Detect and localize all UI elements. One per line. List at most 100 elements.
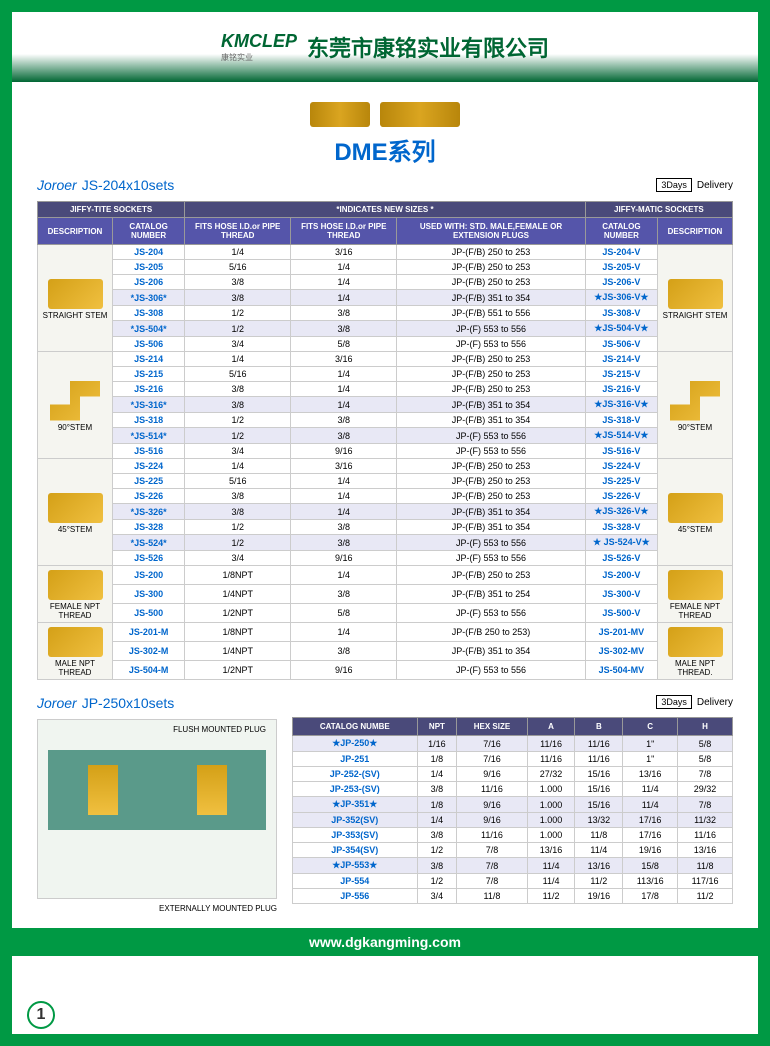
- cell: JS-205-V: [585, 260, 657, 275]
- cell: JS-328: [113, 520, 185, 535]
- cell: 3/4: [417, 889, 457, 904]
- th-used: USED WITH: STD. MALE,FEMALE OR EXTENSION…: [397, 218, 586, 245]
- cell: JS-204-V: [585, 245, 657, 260]
- cell: 9/16: [457, 767, 527, 782]
- table-row: JS-2063/81/4JP-(F/B) 250 to 253JS-206-V: [38, 275, 733, 290]
- cell: 1/8NPT: [185, 623, 291, 642]
- section1-header: Joroer JS-204x10sets 3Days Delivery: [37, 177, 733, 193]
- cell: 3/8: [291, 413, 397, 428]
- cell: 1.000: [527, 828, 575, 843]
- table-row: FEMALE NPT THREADJS-2001/8NPT1/4JP-(F/B)…: [38, 566, 733, 585]
- cell: JP-354(SV): [293, 843, 418, 858]
- cell: JS-226: [113, 489, 185, 504]
- cell: 3/4: [185, 551, 291, 566]
- title-area: DME系列: [37, 102, 733, 167]
- th-jiffy-tite: JIFFY-TITE SOCKETS: [38, 202, 185, 218]
- table-row: JS-5163/49/16JP-(F) 553 to 556JS-516-V: [38, 444, 733, 459]
- content-area: DME系列 Joroer JS-204x10sets 3Days Deliver…: [12, 82, 758, 928]
- series-title: DME系列: [37, 132, 733, 167]
- cell: 19/16: [623, 843, 678, 858]
- cell: JS-318-V: [585, 413, 657, 428]
- cell: *JS-524*: [113, 535, 185, 551]
- cell: JP-(F/B) 250 to 253: [397, 245, 586, 260]
- cell: 11/32: [678, 813, 733, 828]
- delivery-days-badge-2: 3Days: [656, 695, 692, 709]
- cell: 15/16: [575, 782, 623, 797]
- cell: JP-(F/B) 250 to 253: [397, 489, 586, 504]
- cell: ★JS-326-V★: [585, 504, 657, 520]
- th-catnum: CATALOG NUMBER: [113, 218, 185, 245]
- cell: JP-(F/B) 351 to 354: [397, 520, 586, 535]
- cell: 1/2: [417, 874, 457, 889]
- cell: JS-204: [113, 245, 185, 260]
- cell: 3/4: [185, 337, 291, 352]
- cell: 3/16: [291, 352, 397, 367]
- table-row: JP-2511/87/1611/1611/161"5/8: [293, 752, 733, 767]
- logo-block: KMCLEP 康铭实业: [221, 31, 297, 63]
- cell: 1/8: [417, 797, 457, 813]
- cell: JP-556: [293, 889, 418, 904]
- table-row: *JS-514*1/23/8JP-(F) 553 to 556★JS-514-V…: [38, 428, 733, 444]
- fitting-icon: [668, 627, 723, 657]
- cell: JS-500-V: [585, 604, 657, 623]
- table-row: JS-5001/2NPT5/8JP-(F) 553 to 556JS-500-V: [38, 604, 733, 623]
- cell: 3/8: [291, 428, 397, 444]
- cell: 1/4: [291, 504, 397, 520]
- table-row: JS-504-M1/2NPT9/16JP-(F) 553 to 556JS-50…: [38, 661, 733, 680]
- cell: 11/16: [457, 782, 527, 797]
- cell: 7/8: [678, 767, 733, 782]
- cell: 1/2: [417, 843, 457, 858]
- table-row: JP-5541/27/811/411/2113/16117/16: [293, 874, 733, 889]
- table-row: STRAIGHT STEMJS-2041/43/16JP-(F/B) 250 t…: [38, 245, 733, 260]
- cell: JS-201-MV: [585, 623, 657, 642]
- th: HEX SIZE: [457, 718, 527, 736]
- cell: 19/16: [575, 889, 623, 904]
- fitting-icon: [668, 279, 723, 309]
- cell: 11/16: [527, 736, 575, 752]
- cell: 1": [623, 752, 678, 767]
- cell: 11/16: [457, 828, 527, 843]
- table-row: *JS-326*3/81/4JP-(F/B) 351 to 354★JS-326…: [38, 504, 733, 520]
- th-jiffy-matic: JIFFY-MATIC SOCKETS: [585, 202, 732, 218]
- fitting-icon: [48, 570, 103, 600]
- cell: JP-(F/B) 351 to 354: [397, 290, 586, 306]
- cell: JP-(F) 553 to 556: [397, 428, 586, 444]
- cell: 9/16: [457, 797, 527, 813]
- cell: 3/8: [185, 290, 291, 306]
- cell: 11/4: [527, 858, 575, 874]
- cell: JS-200-V: [585, 566, 657, 585]
- plug-shape-2: [197, 765, 227, 815]
- cell: JS-318: [113, 413, 185, 428]
- plug-diagram: FLUSH MOUNTED PLUG: [37, 719, 277, 899]
- cell: JS-328-V: [585, 520, 657, 535]
- cell: 3/8: [291, 306, 397, 321]
- footer-url: www.dgkangming.com: [309, 934, 461, 950]
- cell: JS-504-M: [113, 661, 185, 680]
- desc-cell-right: FEMALE NPT THREAD: [658, 566, 733, 623]
- cell: 9/16: [291, 661, 397, 680]
- table-row: JP-352(SV)1/49/161.00013/3217/1611/32: [293, 813, 733, 828]
- cell: JP-(F) 553 to 556: [397, 337, 586, 352]
- cell: JP-(F) 553 to 556: [397, 535, 586, 551]
- delivery-text: Delivery: [697, 180, 733, 191]
- delivery-days-badge: 3Days: [656, 178, 692, 192]
- cell: 3/8: [291, 535, 397, 551]
- cell: 3/16: [291, 459, 397, 474]
- th-catnum2: CATALOG NUMBER: [585, 218, 657, 245]
- cell: JS-526: [113, 551, 185, 566]
- cell: JS-215: [113, 367, 185, 382]
- cell: 11/8: [575, 828, 623, 843]
- cell: 11/2: [527, 889, 575, 904]
- cell: JP-(F/B) 351 to 254: [397, 585, 586, 604]
- table-row: JS-2255/161/4JP-(F/B) 250 to 253JS-225-V: [38, 474, 733, 489]
- cell: JP-(F/B) 250 to 253: [397, 382, 586, 397]
- desc-cell-left: MALE NPT THREAD: [38, 623, 113, 680]
- cell: 11/16: [678, 828, 733, 843]
- section2-header: Joroer JP-250x10sets: [37, 695, 277, 711]
- cell: 9/16: [457, 813, 527, 828]
- desc-cell-right: STRAIGHT STEM: [658, 245, 733, 352]
- cell: JS-224-V: [585, 459, 657, 474]
- cell: 3/8: [417, 828, 457, 843]
- cell: JP-(F) 553 to 556: [397, 551, 586, 566]
- cell: JS-214-V: [585, 352, 657, 367]
